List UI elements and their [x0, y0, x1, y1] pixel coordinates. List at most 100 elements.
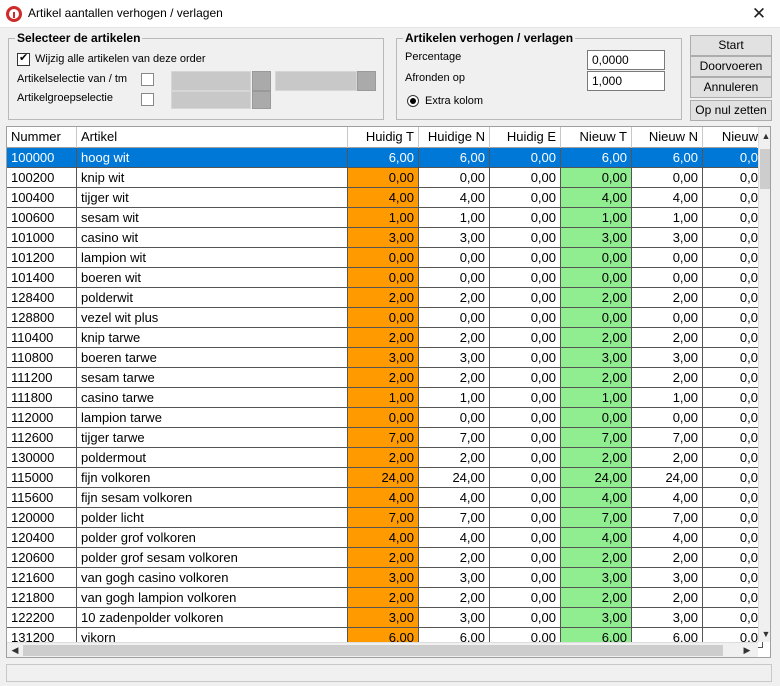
cell-huidig-t[interactable]: 0,00: [348, 308, 419, 328]
column-header-nieuw-n[interactable]: Nieuw N: [632, 127, 703, 148]
cell-artikel[interactable]: lampion tarwe: [77, 408, 348, 428]
cell-huidig-t[interactable]: 3,00: [348, 568, 419, 588]
table-row[interactable]: 112600 tijger tarwe 7,00 7,00 0,00 7,00 7,00 0,…: [7, 428, 763, 448]
all-items-checkbox[interactable]: [17, 51, 30, 66]
cell-nieuw-n[interactable]: 0,00: [632, 248, 703, 268]
cell-nieuw[interactable]: 0,0: [703, 548, 763, 568]
cell-nieuw-n[interactable]: 7,00: [632, 508, 703, 528]
cell-huidig-e[interactable]: 0,00: [490, 248, 561, 268]
table-row[interactable]: 111800 casino tarwe 1,00 1,00 0,00 1,00 1,00 0,…: [7, 388, 763, 408]
cell-huidige-n[interactable]: 3,00: [419, 348, 490, 368]
cell-huidig-e[interactable]: 0,00: [490, 168, 561, 188]
range-checkbox[interactable]: [141, 73, 154, 86]
table-row[interactable]: 120000 polder licht 7,00 7,00 0,00 7,00 7,00 0,…: [7, 508, 763, 528]
cell-huidige-n[interactable]: 3,00: [419, 608, 490, 628]
cell-huidige-n[interactable]: 0,00: [419, 168, 490, 188]
round-input[interactable]: 1,000: [587, 71, 665, 91]
cell-huidige-n[interactable]: 6,00: [419, 148, 490, 168]
table-row[interactable]: 120600 polder grof sesam volkoren 2,00 2,00…: [7, 548, 763, 568]
cell-huidig-t[interactable]: 2,00: [348, 448, 419, 468]
cell-nieuw-t[interactable]: 0,00: [561, 248, 632, 268]
table-row[interactable]: 101400 boeren wit 0,00 0,00 0,00 0,00 0,00 0,0: [7, 268, 763, 288]
cell-huidig-t[interactable]: 4,00: [348, 488, 419, 508]
table-row[interactable]: 120400 polder grof volkoren 4,00 4,00 0,00 4,…: [7, 528, 763, 548]
table-row[interactable]: 121600 van gogh casino volkoren 3,00 3,00 0,…: [7, 568, 763, 588]
column-header-artikel[interactable]: Artikel: [77, 127, 348, 148]
cell-nieuw-t[interactable]: 2,00: [561, 548, 632, 568]
cell-nieuw-n[interactable]: 2,00: [632, 588, 703, 608]
cell-artikel[interactable]: polder grof sesam volkoren: [77, 548, 348, 568]
column-header-huidige-n[interactable]: Huidige N: [419, 127, 490, 148]
cell-huidig-e[interactable]: 0,00: [490, 268, 561, 288]
table-row[interactable]: 111200 sesam tarwe 2,00 2,00 0,00 2,00 2,00 0,0: [7, 368, 763, 388]
cell-huidig-e[interactable]: 0,00: [490, 148, 561, 168]
cell-artikel[interactable]: sesam wit: [77, 208, 348, 228]
cell-huidige-n[interactable]: 3,00: [419, 228, 490, 248]
cell-nieuw-n[interactable]: 1,00: [632, 208, 703, 228]
cell-nummer[interactable]: 112000: [7, 408, 77, 428]
cell-nummer[interactable]: 100000: [7, 148, 77, 168]
cell-huidig-t[interactable]: 2,00: [348, 548, 419, 568]
vertical-scrollbar[interactable]: ▲ ▼: [758, 127, 770, 642]
cell-huidig-e[interactable]: 0,00: [490, 468, 561, 488]
cell-huidig-e[interactable]: 0,00: [490, 508, 561, 528]
cell-nummer[interactable]: 121800: [7, 588, 77, 608]
column-header-huidig-t[interactable]: Huidig T: [348, 127, 419, 148]
cell-nieuw[interactable]: 0,0: [703, 368, 763, 388]
group-selection-dropdown-button[interactable]: [252, 91, 271, 109]
column-header-nieuw[interactable]: Nieuw: [703, 127, 763, 148]
cell-nieuw-t[interactable]: 4,00: [561, 488, 632, 508]
cell-huidig-e[interactable]: 0,00: [490, 368, 561, 388]
cell-nummer[interactable]: 111800: [7, 388, 77, 408]
cell-nieuw-t[interactable]: 2,00: [561, 448, 632, 468]
cell-huidige-n[interactable]: 2,00: [419, 448, 490, 468]
cell-huidige-n[interactable]: 24,00: [419, 468, 490, 488]
cell-artikel[interactable]: fijn volkoren: [77, 468, 348, 488]
cell-nieuw-n[interactable]: 24,00: [632, 468, 703, 488]
cell-nieuw-t[interactable]: 2,00: [561, 328, 632, 348]
cell-nieuw-t[interactable]: 6,00: [561, 148, 632, 168]
cell-huidige-n[interactable]: 4,00: [419, 188, 490, 208]
cell-nieuw[interactable]: 0,0: [703, 388, 763, 408]
table-row[interactable]: 128400 polderwit 2,00 2,00 0,00 2,00 2,00 0,0: [7, 288, 763, 308]
cell-huidige-n[interactable]: 1,00: [419, 208, 490, 228]
articles-table[interactable]: Nummer Artikel Huidig T Huidige N Huidig E Ni…: [6, 126, 771, 658]
scroll-left-icon[interactable]: ◀: [11, 645, 19, 655]
cell-huidig-e[interactable]: 0,00: [490, 308, 561, 328]
cell-nieuw-t[interactable]: 0,00: [561, 268, 632, 288]
cell-huidig-e[interactable]: 0,00: [490, 548, 561, 568]
cell-nieuw[interactable]: 0,0: [703, 588, 763, 608]
cell-huidig-e[interactable]: 0,00: [490, 408, 561, 428]
cell-nummer[interactable]: 101200: [7, 248, 77, 268]
cell-nieuw-n[interactable]: 0,00: [632, 408, 703, 428]
cell-huidige-n[interactable]: 2,00: [419, 548, 490, 568]
cell-huidige-n[interactable]: 2,00: [419, 328, 490, 348]
cell-huidig-t[interactable]: 2,00: [348, 288, 419, 308]
cell-huidig-e[interactable]: 0,00: [490, 448, 561, 468]
table-row[interactable]: 100600 sesam wit 1,00 1,00 0,00 1,00 1,00 0,0: [7, 208, 763, 228]
table-row[interactable]: 100000 hoog wit 6,00 6,00 0,00 6,00 6,00 0,0: [7, 148, 763, 168]
cell-nieuw[interactable]: 0,0: [703, 428, 763, 448]
cell-huidig-t[interactable]: 0,00: [348, 408, 419, 428]
cell-huidig-t[interactable]: 6,00: [348, 148, 419, 168]
vertical-scroll-thumb[interactable]: [760, 149, 770, 189]
cell-huidig-t[interactable]: 4,00: [348, 528, 419, 548]
cell-nieuw-n[interactable]: 2,00: [632, 368, 703, 388]
cell-nieuw-n[interactable]: 6,00: [632, 148, 703, 168]
scroll-right-icon[interactable]: ▶: [743, 645, 751, 655]
cell-huidig-e[interactable]: 0,00: [490, 528, 561, 548]
cell-huidig-t[interactable]: 3,00: [348, 348, 419, 368]
cell-nieuw-n[interactable]: 2,00: [632, 548, 703, 568]
cell-huidige-n[interactable]: 2,00: [419, 368, 490, 388]
cell-nummer[interactable]: 115600: [7, 488, 77, 508]
cell-nummer[interactable]: 128800: [7, 308, 77, 328]
horizontal-scrollbar[interactable]: ◀ ▶: [7, 642, 758, 657]
cell-huidig-e[interactable]: 0,00: [490, 388, 561, 408]
cell-nummer[interactable]: 112600: [7, 428, 77, 448]
cell-huidig-t[interactable]: 2,00: [348, 588, 419, 608]
cell-nieuw[interactable]: 0,0: [703, 328, 763, 348]
cell-nummer[interactable]: 130000: [7, 448, 77, 468]
cell-huidig-t[interactable]: 1,00: [348, 388, 419, 408]
cell-nieuw[interactable]: 0,0: [703, 608, 763, 628]
cell-nummer[interactable]: 110800: [7, 348, 77, 368]
